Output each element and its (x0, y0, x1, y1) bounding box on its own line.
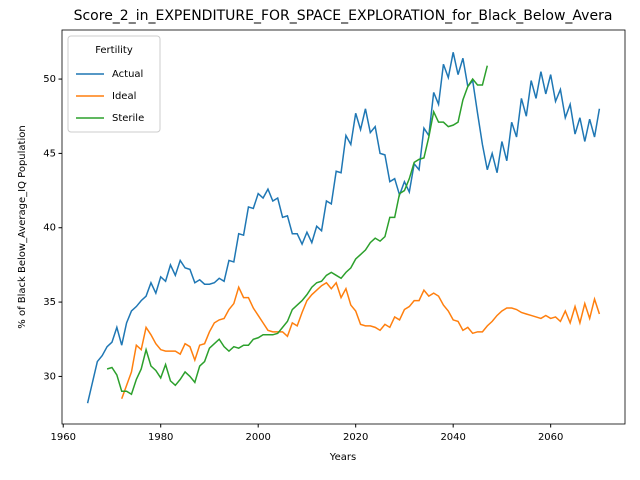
y-tick-label: 50 (43, 74, 56, 85)
chart-title: Score_2_in_EXPENDITURE_FOR_SPACE_EXPLORA… (74, 8, 613, 24)
legend-label: Actual (112, 69, 143, 80)
x-tick-label: 2040 (440, 432, 465, 443)
y-tick-label: 40 (43, 223, 56, 234)
x-tick-label: 1960 (50, 432, 75, 443)
plot-frame (61, 29, 626, 425)
y-axis-label: % of Black Below_Average_IQ Population (17, 125, 28, 328)
legend-title: Fertility (95, 45, 133, 56)
x-tick-label: 2020 (343, 432, 368, 443)
series-line (121, 281, 601, 399)
legend-box (67, 35, 161, 133)
series-line (86, 52, 601, 404)
x-axis-label: Years (329, 452, 356, 463)
x-tick-label: 2060 (538, 432, 563, 443)
y-tick-label: 35 (43, 297, 56, 308)
x-tick-label: 2000 (245, 432, 270, 443)
y-tick-label: 30 (43, 371, 56, 382)
series-line (106, 65, 489, 396)
x-tick-label: 1980 (148, 432, 173, 443)
y-tick-label: 45 (43, 148, 56, 159)
legend-label: Ideal (112, 91, 136, 102)
legend-label: Sterile (112, 113, 144, 124)
